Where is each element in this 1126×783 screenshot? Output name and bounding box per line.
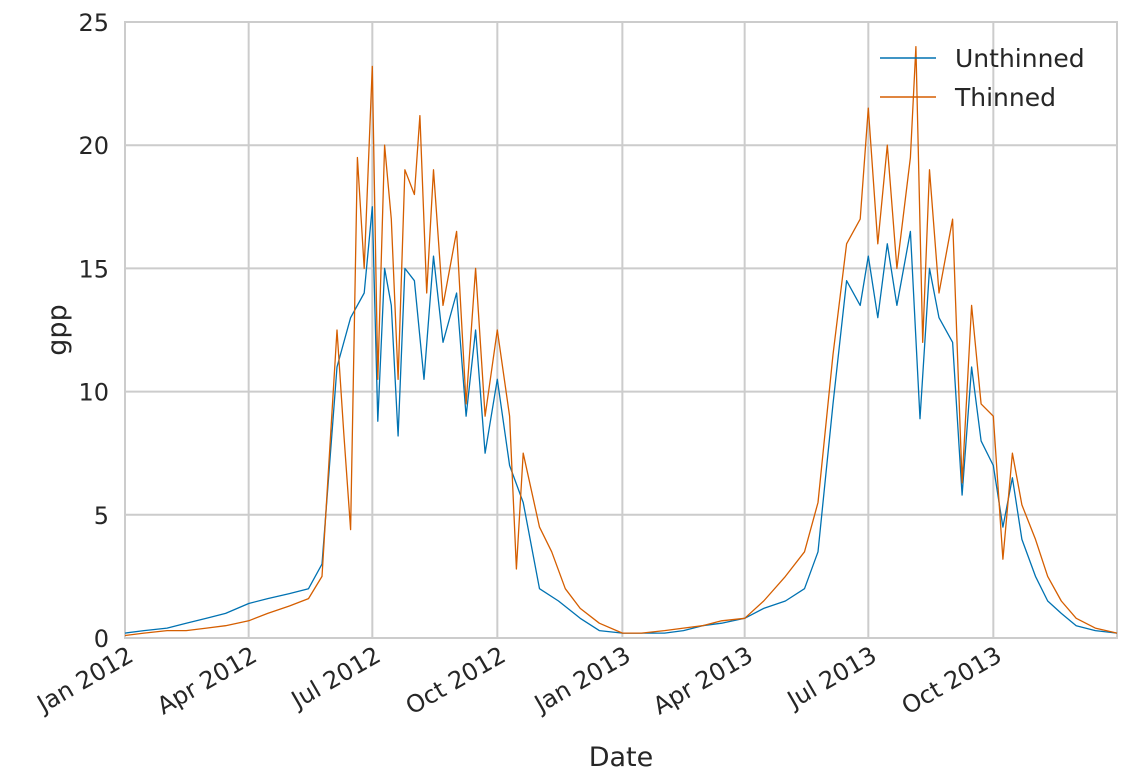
x-tick-label: Jan 2013 bbox=[528, 641, 635, 719]
y-tick-label: 0 bbox=[94, 625, 109, 653]
y-tick-label: 5 bbox=[94, 502, 109, 530]
x-tick-label: Jul 2012 bbox=[285, 641, 385, 715]
y-axis-title: gpp bbox=[42, 304, 73, 355]
y-tick-label: 25 bbox=[78, 9, 109, 37]
y-axis-ticks: 0 5 10 15 20 25 bbox=[78, 9, 109, 653]
x-tick-label: Oct 2012 bbox=[401, 641, 510, 720]
y-tick-label: 20 bbox=[78, 132, 109, 160]
x-axis-ticks: Jan 2012 Apr 2012 Jul 2012 Oct 2012 Jan 2013… bbox=[31, 641, 1007, 720]
x-tick-label: Jul 2013 bbox=[781, 641, 881, 715]
series-line-thinned bbox=[124, 45, 1118, 637]
series-line-unthinned bbox=[124, 206, 1118, 634]
x-tick-label: Apr 2012 bbox=[152, 641, 261, 720]
legend: Unthinned Thinned bbox=[880, 44, 1085, 112]
legend-label-unthinned: Unthinned bbox=[955, 44, 1085, 73]
plot-frame bbox=[124, 21, 1118, 639]
series-layer bbox=[124, 45, 1118, 637]
legend-label-thinned: Thinned bbox=[954, 83, 1056, 112]
x-tick-label: Apr 2013 bbox=[648, 641, 757, 720]
x-tick-label: Jan 2012 bbox=[31, 641, 138, 719]
x-axis-title: Date bbox=[589, 742, 654, 773]
grid-lines bbox=[124, 21, 1117, 639]
y-tick-label: 10 bbox=[78, 379, 109, 407]
x-tick-label: Oct 2013 bbox=[897, 641, 1006, 720]
y-tick-label: 15 bbox=[78, 255, 109, 283]
